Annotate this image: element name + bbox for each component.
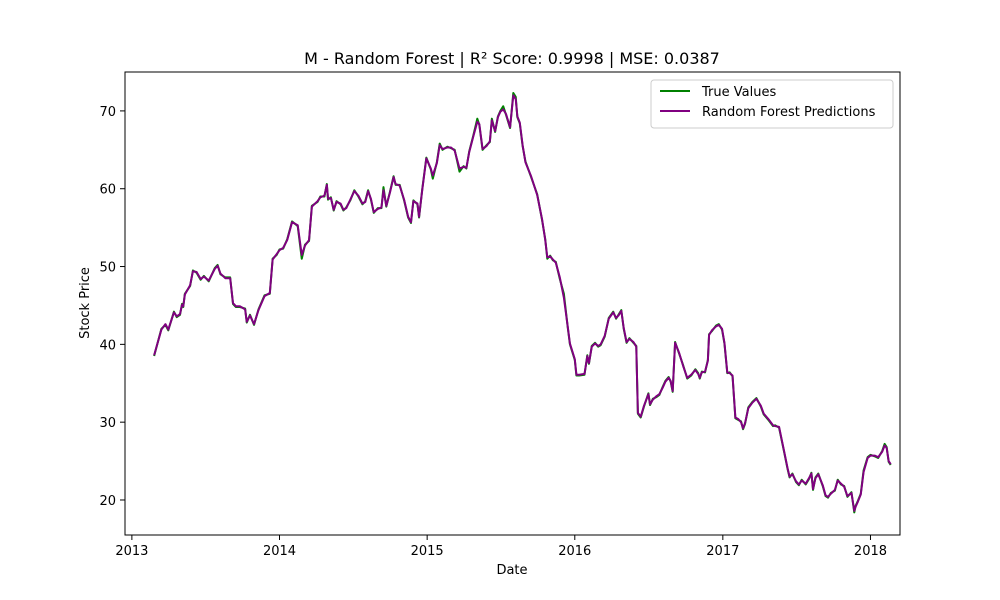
y-tick-label: 50 <box>99 261 116 276</box>
y-tick-label: 20 <box>99 494 116 509</box>
legend-label-rf-predictions: Random Forest Predictions <box>702 105 876 120</box>
x-tick-label: 2017 <box>706 544 739 559</box>
y-tick-label: 40 <box>99 338 116 353</box>
x-tick-label: 2018 <box>854 544 887 559</box>
y-axis-label: Stock Price <box>78 267 93 339</box>
y-tick-label: 60 <box>99 183 116 198</box>
x-tick-label: 2013 <box>115 544 148 559</box>
legend-label-true-values: True Values <box>701 85 776 100</box>
y-tick-label: 30 <box>99 416 116 431</box>
legend-box <box>650 79 894 129</box>
x-tick-label: 2015 <box>411 544 444 559</box>
y-axis: 20 30 40 50 60 70 <box>99 105 125 509</box>
legend: True Values Random Forest Predictions <box>650 79 894 129</box>
chart-title: M - Random Forest | R² Score: 0.9998 | M… <box>304 49 720 68</box>
plot-frame <box>124 71 901 536</box>
y-tick-label: 70 <box>99 105 116 120</box>
series-line-1 <box>153 94 892 512</box>
series-layer <box>153 92 892 514</box>
x-tick-label: 2016 <box>558 544 591 559</box>
x-tick-label: 2014 <box>263 544 296 559</box>
x-axis: 2013 2014 2015 2016 2017 2018 <box>115 535 887 559</box>
x-axis-label: Date <box>496 563 527 578</box>
